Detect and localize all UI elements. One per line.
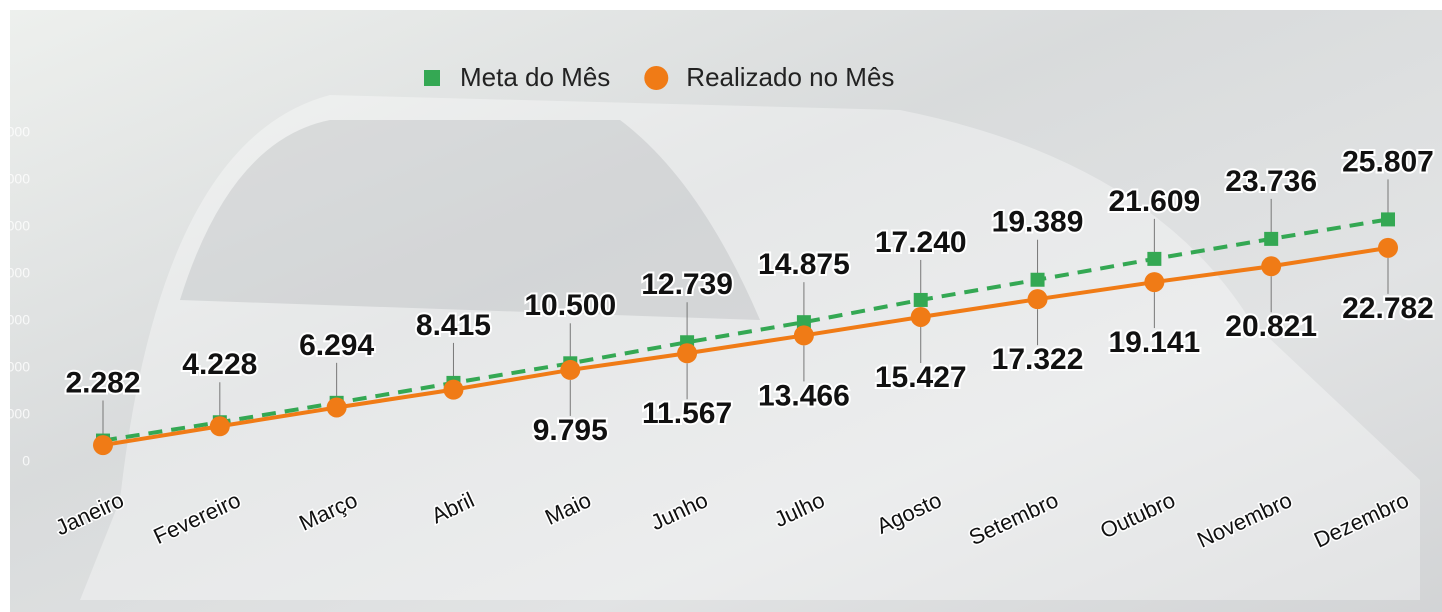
data-label: 17.240: [875, 226, 967, 259]
point: [560, 359, 581, 380]
y-tick-label: 30.000: [0, 171, 30, 187]
y-tick-label: 0: [22, 453, 30, 469]
point: [677, 343, 698, 364]
series-line: [102, 217, 1389, 443]
car-shape: [80, 95, 1420, 600]
y-tick-label: 35.000: [0, 124, 30, 140]
point: [1381, 212, 1395, 227]
point: [793, 325, 814, 346]
y-tick-label: 25.000: [0, 218, 30, 234]
data-label: 20.821: [1225, 310, 1317, 343]
data-label: 10.500: [524, 289, 616, 322]
point: [209, 416, 230, 437]
point: [443, 379, 464, 400]
data-label: 2.282: [65, 366, 140, 399]
data-label: 11.567: [642, 397, 732, 430]
data-label: 9.795: [533, 414, 608, 447]
legend-label: Meta do Mês: [460, 62, 610, 92]
y-tick-label: 5.000: [0, 406, 30, 422]
point: [1147, 251, 1162, 266]
data-label: 14.875: [758, 248, 850, 281]
point: [93, 435, 113, 456]
data-label: 8.415: [416, 309, 491, 342]
data-label: 12.739: [641, 268, 733, 301]
point: [326, 397, 347, 418]
data-label: 17.322: [992, 343, 1084, 376]
data-label: 23.736: [1225, 165, 1317, 198]
point: [1261, 256, 1282, 277]
point: [1144, 272, 1165, 293]
data-label: 21.609: [1108, 185, 1200, 218]
data-label: 13.466: [758, 379, 850, 412]
point: [796, 315, 811, 330]
legend-marker: [424, 70, 440, 86]
point: [913, 292, 928, 307]
point: [1264, 231, 1279, 246]
point: [1378, 237, 1398, 258]
y-tick-label: 10.000: [0, 359, 30, 375]
car-window: [180, 120, 760, 320]
data-label: 6.294: [299, 329, 374, 362]
legend-label: Realizado no Mês: [686, 62, 894, 92]
data-label: 19.141: [1108, 326, 1200, 359]
data-label: 19.389: [992, 206, 1084, 239]
background-photo: [10, 10, 1442, 612]
y-tick-label: 15.000: [0, 312, 30, 328]
data-label: 25.807: [1342, 145, 1434, 178]
point: [1027, 289, 1048, 310]
point: [910, 306, 931, 327]
data-label: 15.427: [875, 361, 967, 394]
legend-marker: [644, 66, 669, 90]
series-line: [102, 245, 1389, 448]
data-label: 4.228: [182, 348, 257, 381]
point: [1030, 272, 1045, 287]
data-label: 22.782: [1342, 292, 1434, 325]
y-tick-label: 20.000: [0, 265, 30, 281]
